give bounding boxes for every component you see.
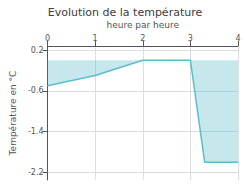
svg-text:4: 4: [235, 34, 240, 43]
svg-text:Evolution de la température: Evolution de la température: [48, 6, 203, 19]
svg-text:2: 2: [140, 34, 145, 43]
svg-text:0: 0: [45, 34, 50, 43]
svg-text:-0.6: -0.6: [28, 86, 44, 95]
svg-text:0.2: 0.2: [31, 46, 44, 55]
svg-text:1: 1: [93, 34, 98, 43]
svg-text:heure par heure: heure par heure: [106, 20, 179, 30]
svg-text:3: 3: [188, 34, 193, 43]
svg-text:Température en °C: Température en °C: [8, 71, 18, 157]
svg-text:-1.4: -1.4: [28, 127, 44, 136]
svg-text:-2.2: -2.2: [28, 168, 44, 177]
